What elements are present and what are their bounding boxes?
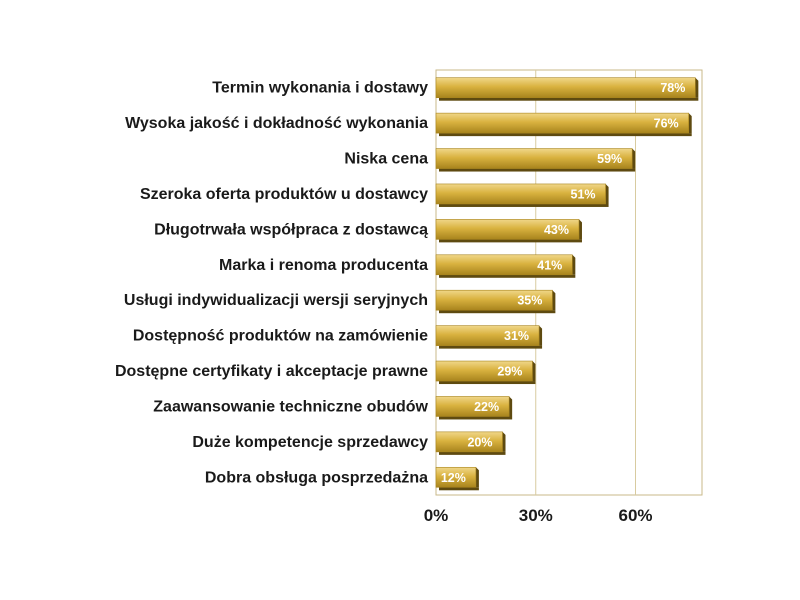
gridlines <box>535 70 636 495</box>
bar <box>435 431 503 453</box>
category-label: Wysoka jakość i dokładność wykonania <box>125 115 428 132</box>
bar <box>435 396 510 417</box>
category-label: Duże kompetencje sprzedawcy <box>192 434 428 451</box>
bar <box>435 466 477 488</box>
category-label: Długotrwała współpraca z dostawcą <box>154 221 428 238</box>
bar-shadow-bottom <box>439 451 506 455</box>
bar <box>435 112 689 134</box>
category-label: Termin wykonania i dostawy <box>212 80 428 97</box>
bar <box>435 77 696 99</box>
x-tick-label: 30% <box>519 506 553 525</box>
data-label: 22% <box>474 400 499 414</box>
category-label: Niska cena <box>344 151 428 168</box>
category-label: Dostępne certyfikaty i akceptacje prawne <box>115 363 428 380</box>
bar <box>435 254 573 276</box>
category-label: Usługi indywidualizacji wersji seryjnych <box>124 292 428 309</box>
bar-shadow-bottom <box>439 274 576 278</box>
bar-shadow-bottom <box>439 487 479 491</box>
bar <box>435 183 606 205</box>
x-tick-label: 60% <box>618 506 652 525</box>
category-label: Dostępność produktów na zamówienie <box>133 328 428 345</box>
bar-shadow-bottom <box>439 310 556 314</box>
bar <box>435 289 553 311</box>
category-label: Zaawansowanie techniczne obudów <box>153 398 428 415</box>
data-label: 29% <box>497 365 522 379</box>
bar <box>435 148 633 169</box>
bar-shadow-bottom <box>439 97 699 101</box>
data-label: 78% <box>660 81 685 95</box>
bars <box>435 77 699 491</box>
category-label: Szeroka oferta produktów u dostawcy <box>140 186 428 203</box>
bar-shadow-bottom <box>439 239 582 243</box>
data-label: 41% <box>537 258 562 272</box>
data-label: 43% <box>544 223 569 237</box>
data-label: 35% <box>517 294 542 308</box>
bar-shadow-bottom <box>439 168 636 172</box>
data-label: 12% <box>441 471 466 485</box>
category-label: Marka i renoma producenta <box>219 257 428 274</box>
data-label: 31% <box>504 329 529 343</box>
data-label: 76% <box>654 117 679 131</box>
bar-shadow-bottom <box>439 203 609 207</box>
x-tick-label: 0% <box>424 506 449 525</box>
data-label: 51% <box>571 187 596 201</box>
category-labels: Termin wykonania i dostawy Wysoka jakość … <box>115 80 429 487</box>
category-label: Dobra obsługa posprzedażna <box>205 469 428 486</box>
bar <box>435 360 533 382</box>
x-axis-tick-labels: 0% 30% 60% <box>424 506 653 525</box>
bar-shadow-bottom <box>439 345 543 349</box>
data-labels: 78% 76% 59% 51% 43% 41% 35% 31% 29% 22% 20% 12% <box>441 81 685 485</box>
bar-shadow-bottom <box>439 416 513 420</box>
bar-shadow-bottom <box>439 133 692 137</box>
plot-area-border <box>435 69 703 496</box>
bar <box>435 325 540 346</box>
bar <box>435 219 580 240</box>
data-label: 20% <box>467 435 492 449</box>
bar-shadow-bottom <box>439 381 536 385</box>
data-label: 59% <box>597 152 622 166</box>
